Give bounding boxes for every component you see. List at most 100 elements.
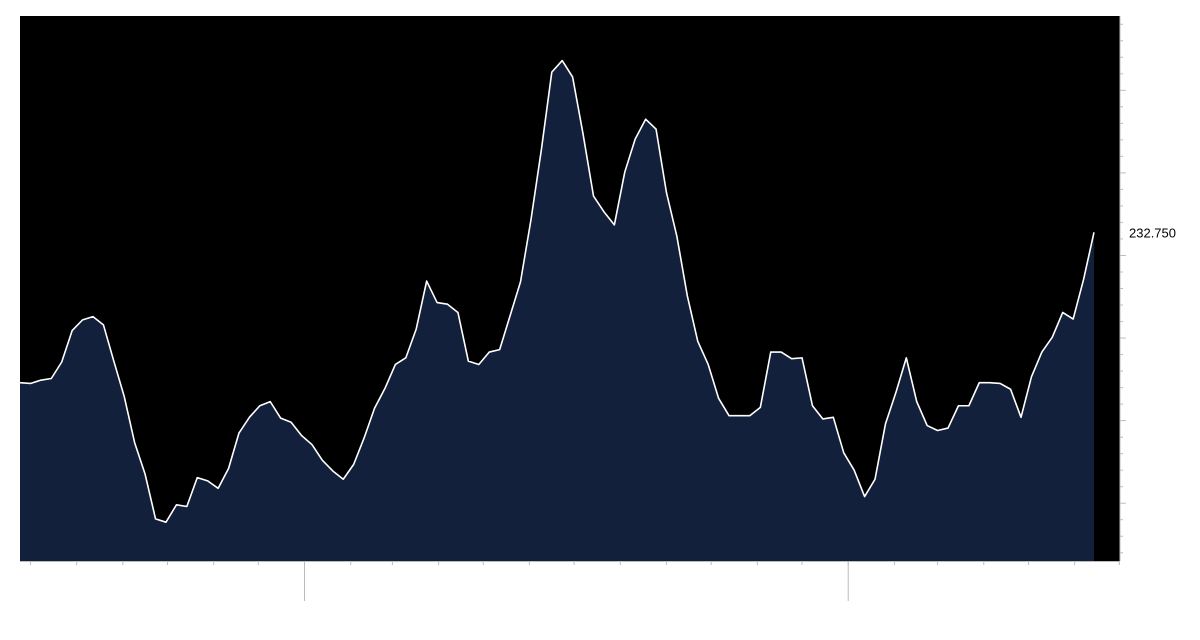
year-label: 2023 (560, 585, 589, 600)
data-point (425, 280, 427, 282)
data-point (1030, 376, 1032, 378)
data-point (582, 133, 584, 135)
data-point (457, 311, 459, 313)
data-point (874, 478, 876, 480)
data-point (40, 379, 42, 381)
data-point (822, 418, 824, 420)
data-point (415, 328, 417, 330)
year-labels: 2022 2023 2024 (174, 562, 1019, 601)
data-point (738, 414, 740, 416)
data-point (29, 382, 31, 384)
data-point (227, 467, 229, 469)
data-point (488, 351, 490, 353)
data-point (592, 195, 594, 197)
data-point (749, 414, 751, 416)
data-point (801, 357, 803, 359)
data-point (394, 363, 396, 365)
data-point (165, 521, 167, 523)
data-point (92, 315, 94, 317)
data-point (509, 315, 511, 317)
data-point (342, 478, 344, 480)
data-point (863, 495, 865, 497)
data-point (238, 432, 240, 434)
data-point (1082, 278, 1084, 280)
data-point (446, 303, 448, 305)
data-point (624, 171, 626, 173)
data-point (352, 463, 354, 465)
data-point (957, 405, 959, 407)
data-point (759, 406, 761, 408)
data-point (978, 381, 980, 383)
data-point (61, 361, 63, 363)
x-tick-label: Jun (519, 566, 540, 581)
data-point (134, 442, 136, 444)
data-point (717, 397, 719, 399)
data-point (686, 295, 688, 297)
data-point (989, 381, 991, 383)
data-point (384, 387, 386, 389)
data-point (19, 381, 21, 383)
data-point (405, 357, 407, 359)
y-tick-label: 250 (1129, 83, 1151, 98)
data-point (102, 324, 104, 326)
data-point (269, 400, 271, 402)
x-tick-label: Sep (655, 566, 678, 581)
data-point (71, 329, 73, 331)
data-point (665, 192, 667, 194)
data-point (321, 459, 323, 461)
data-point (259, 405, 261, 407)
data-point (843, 452, 845, 454)
data-point (81, 319, 83, 321)
data-point (780, 351, 782, 353)
data-point (498, 348, 500, 350)
data-point (905, 357, 907, 359)
data-point (571, 76, 573, 78)
y-tick-label: 240 (1129, 166, 1151, 181)
data-point (196, 476, 198, 478)
x-tick-label: Dec (247, 566, 271, 581)
series-line (19, 59, 1095, 523)
data-point (707, 363, 709, 365)
data-point (113, 360, 115, 362)
data-point (1051, 336, 1053, 338)
data-point (332, 470, 334, 472)
data-point (916, 400, 918, 402)
data-point (154, 518, 156, 520)
x-axis-ticks: Sep Dec Mar Jun Sep Dec Mar Jun (29, 561, 1120, 581)
y-axis-ticks: 200 210 220 230 240 250 (1120, 23, 1151, 554)
y-tick-label: 220 (1129, 331, 1151, 346)
data-point (1009, 388, 1011, 390)
data-point (540, 149, 542, 151)
data-point (186, 505, 188, 507)
data-point (1041, 351, 1043, 353)
year-label: 2022 (174, 585, 203, 600)
data-point (519, 281, 521, 283)
data-point (770, 351, 772, 353)
data-point (1072, 318, 1074, 320)
year-label: 2024 (990, 585, 1019, 600)
y-tick-label: 210 (1129, 414, 1151, 429)
last-value-tag: 232.750 (1121, 223, 1192, 242)
data-point (1020, 416, 1022, 418)
data-point (728, 414, 730, 416)
data-point (644, 118, 646, 120)
x-tick-label: Sep (111, 566, 134, 581)
data-point (123, 395, 125, 397)
data-point (551, 71, 553, 73)
last-value-label: 232.750 (1129, 225, 1176, 240)
data-point (790, 357, 792, 359)
data-point (655, 128, 657, 130)
data-point (832, 416, 834, 418)
data-point (478, 363, 480, 365)
data-point (947, 427, 949, 429)
data-point (311, 443, 313, 445)
data-point (467, 360, 469, 362)
data-point (279, 417, 281, 419)
data-point (217, 487, 219, 489)
data-point (373, 407, 375, 409)
x-tick-label: Mar (926, 566, 949, 581)
x-tick-label: Mar (381, 566, 404, 581)
data-point (676, 235, 678, 237)
